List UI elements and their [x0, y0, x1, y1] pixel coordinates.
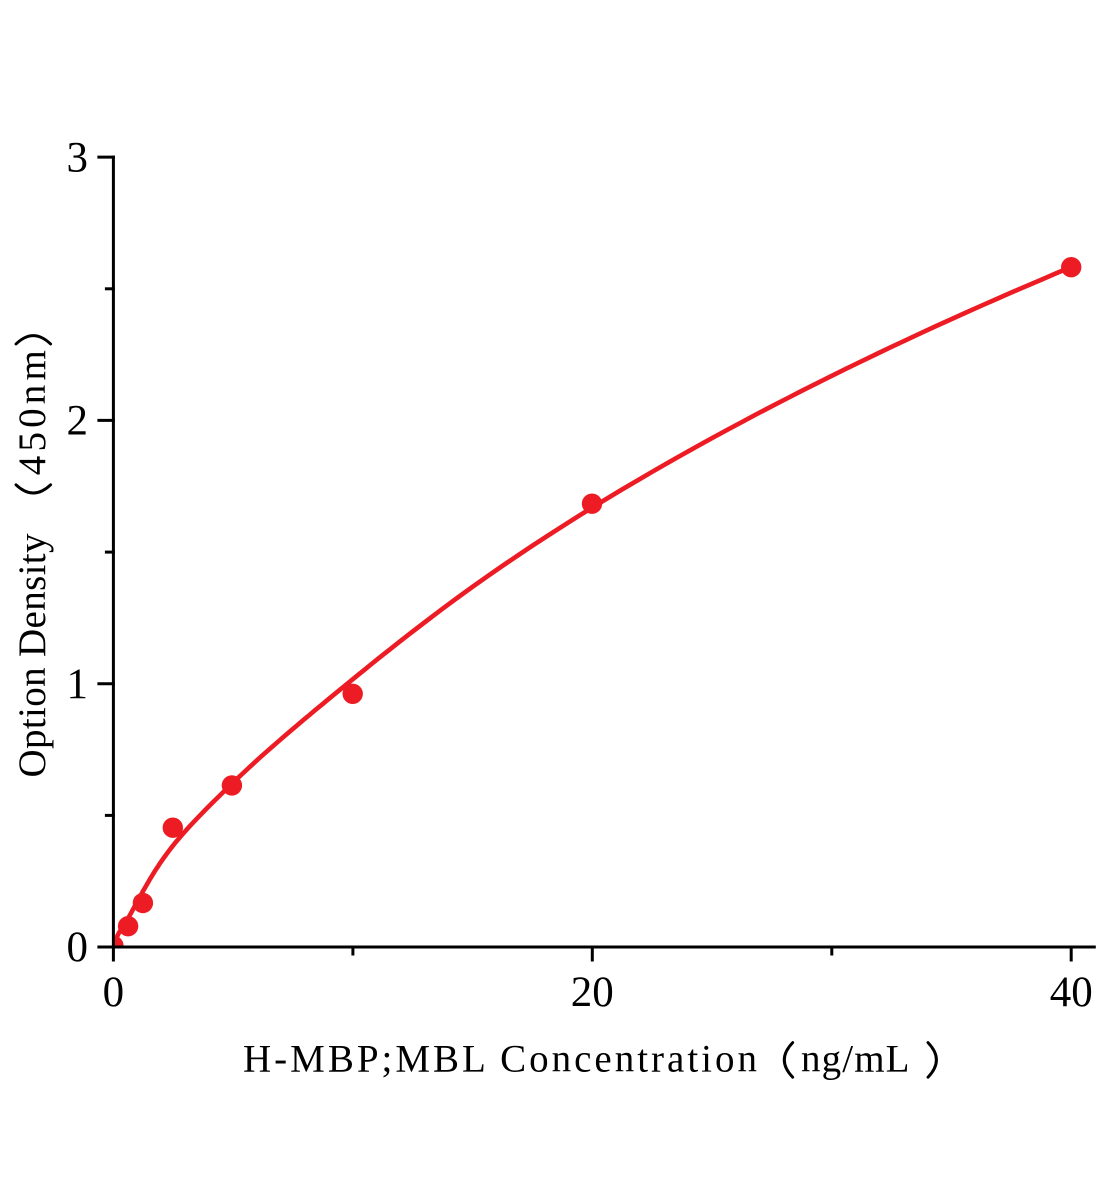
svg-text:450nm: 450nm: [11, 350, 54, 475]
svg-text:1: 1: [67, 661, 89, 708]
svg-text:2: 2: [67, 398, 89, 445]
svg-text:0: 0: [67, 924, 89, 971]
svg-text:0: 0: [103, 969, 125, 1016]
svg-text:Option Density: Option Density: [11, 533, 54, 778]
svg-text:H-MBP;MBL Concentration: H-MBP;MBL Concentration: [243, 1038, 757, 1081]
svg-text:ng/mL: ng/mL: [801, 1038, 910, 1081]
svg-text:40: 40: [1050, 969, 1093, 1016]
svg-text:20: 20: [571, 969, 614, 1016]
svg-text:3: 3: [67, 134, 89, 181]
